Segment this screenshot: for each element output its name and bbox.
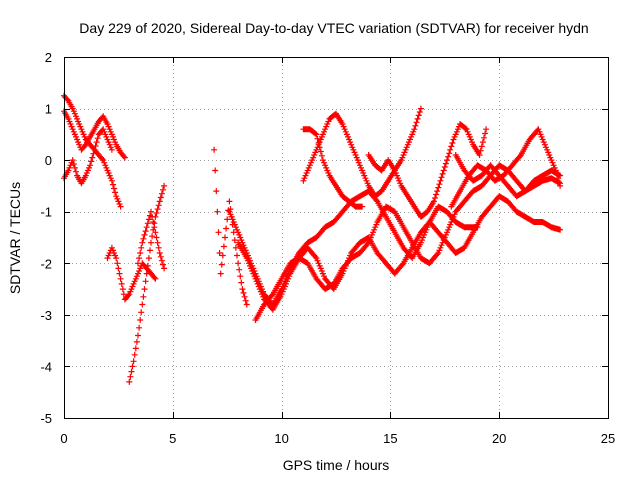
y-tick-label: 1 xyxy=(45,102,52,117)
marker-trace xyxy=(104,244,159,303)
marker-trace xyxy=(135,208,168,272)
x-axis-ticks: 0 5 10 15 20 25 xyxy=(60,57,615,446)
x-tick-label: 15 xyxy=(383,431,397,446)
y-tick-label: -1 xyxy=(40,205,52,220)
series-track-o xyxy=(452,152,564,200)
marker-trace xyxy=(126,182,168,385)
marker-trace xyxy=(365,121,490,220)
gridlines xyxy=(64,57,608,418)
plot-frame xyxy=(64,57,609,419)
series-track-d xyxy=(104,244,159,303)
y-axis-label: SDTVAR / TECUs xyxy=(7,182,23,294)
x-tick-label: 0 xyxy=(60,431,67,446)
y-tick-label: 2 xyxy=(45,50,52,65)
chart-title: Day 229 of 2020, Sidereal Day-to-day VTE… xyxy=(79,20,588,36)
y-tick-label: -5 xyxy=(40,411,52,426)
y-tick-label: 0 xyxy=(45,153,52,168)
series-track-f xyxy=(135,208,168,272)
marker-trace xyxy=(452,152,564,200)
x-tick-label: 10 xyxy=(274,431,288,446)
x-tick-label: 5 xyxy=(169,431,176,446)
y-tick-label: -3 xyxy=(40,308,52,323)
y-axis-ticks: -5 -4 -3 -2 -1 0 1 2 xyxy=(40,50,608,426)
series-track-l xyxy=(300,126,366,210)
data-points xyxy=(61,92,564,385)
x-tick-label: 25 xyxy=(601,431,615,446)
series-track-e xyxy=(126,182,168,385)
x-axis-label: GPS time / hours xyxy=(283,457,390,473)
marker-trace xyxy=(300,126,366,210)
y-tick-label: -4 xyxy=(40,359,52,374)
y-tick-label: -2 xyxy=(40,256,52,271)
x-tick-label: 20 xyxy=(492,431,506,446)
series-track-m xyxy=(365,121,490,220)
